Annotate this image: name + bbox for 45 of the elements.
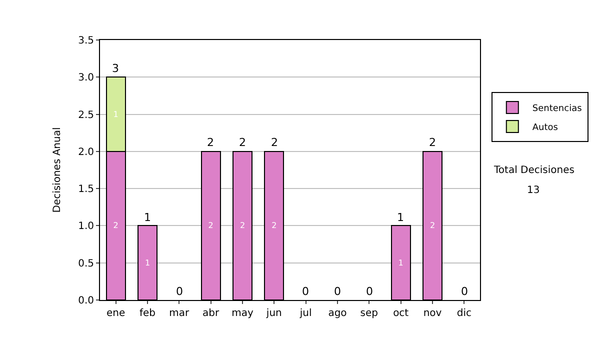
data-label: 1	[144, 258, 150, 268]
x-tick-label: jul	[298, 308, 312, 319]
total-label: 1	[397, 211, 404, 224]
data-label: 1	[113, 110, 118, 119]
data-label: 2	[272, 221, 277, 230]
total-label: 0	[176, 285, 183, 298]
x-tick-label: oct	[393, 308, 409, 319]
data-label: 2	[208, 221, 214, 230]
y-tick-label: 0.5	[78, 258, 94, 270]
x-tick-label: dic	[456, 308, 472, 319]
text: 13	[527, 185, 540, 196]
x-tick-label: mar	[169, 308, 190, 319]
total-label: 2	[207, 136, 214, 149]
x-tick-label: may	[232, 308, 254, 319]
y-tick-label: 2.5	[78, 110, 94, 121]
total-label: 0	[366, 285, 373, 298]
total-label: 1	[144, 211, 151, 224]
data-label: 1	[398, 258, 404, 268]
x-tick-label: jun	[265, 308, 282, 319]
total-label: 2	[429, 136, 436, 149]
data-label: 2	[240, 221, 246, 230]
data-label: 2	[113, 221, 118, 230]
total-label: 2	[271, 136, 278, 149]
total-label: 0	[334, 285, 341, 298]
x-tick-label: feb	[139, 308, 156, 319]
x-tick-label: nov	[423, 308, 442, 319]
y-tick-label: 1.5	[78, 184, 94, 196]
total-label: 0	[461, 285, 468, 298]
x-tick-label: abr	[202, 308, 220, 319]
y-tick-label: 1.0	[78, 221, 94, 232]
text: Total Decisiones	[493, 165, 574, 176]
total-label: 2	[239, 136, 246, 149]
x-tick-label: ago	[328, 308, 347, 319]
data-label: 2	[430, 221, 436, 230]
y-tick-label: 0.0	[78, 296, 94, 306]
x-tick-label: sep	[360, 308, 378, 319]
total-label: 3	[112, 62, 119, 75]
legend-label: Autos	[532, 123, 558, 134]
y-tick-label: 3.5	[78, 36, 94, 46]
y-tick-label: 3.0	[78, 72, 94, 84]
y-axis-title: Decisiones Anual	[52, 127, 64, 213]
y-tick-label: 2.0	[78, 146, 94, 158]
x-tick-label: ene	[106, 308, 126, 319]
total-label: 0	[302, 285, 309, 298]
legend-label: Sentencias	[532, 104, 582, 114]
